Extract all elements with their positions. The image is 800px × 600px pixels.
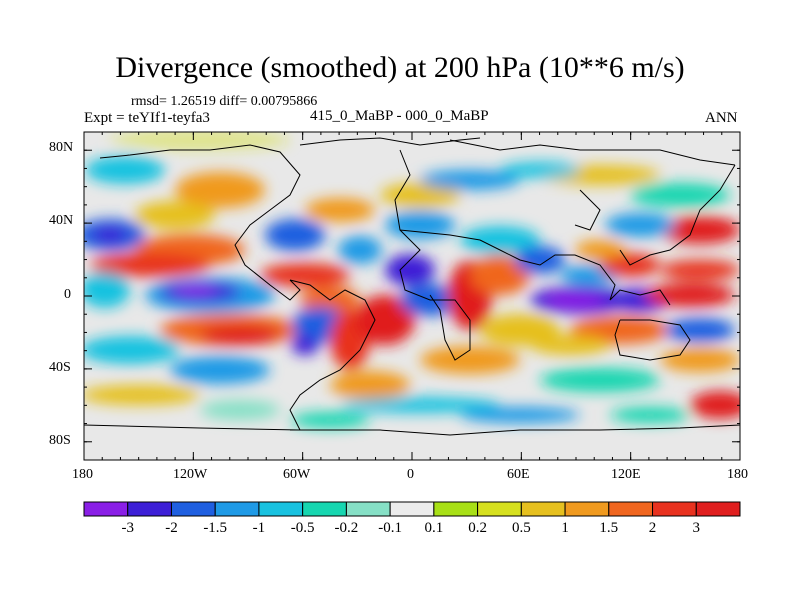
colorbar-label: 0.5 <box>511 520 531 536</box>
lon-label-60E: 60E <box>507 467 530 482</box>
colorbar-label: 0.2 <box>468 520 487 536</box>
experiment-label: Expt = teYIf1-teyfa3 <box>84 110 210 126</box>
lat-label-0: 0 <box>64 287 71 302</box>
colorbar-label: -1.5 <box>203 520 228 536</box>
lon-label-0: 0 <box>407 467 414 482</box>
colorbar-label: -0.1 <box>378 520 402 536</box>
rmsd-diff-stats: rmsd= 1.26519 diff= 0.00795866 <box>131 94 318 109</box>
lat-label-40N: 40N <box>49 213 74 228</box>
colorbar-swatch <box>433 501 479 517</box>
divergence-field <box>84 132 740 460</box>
colorbar-swatch <box>302 501 347 517</box>
lon-label-180e: 180 <box>727 467 748 482</box>
lon-label-120W: 120W <box>173 467 208 482</box>
axis-ticks <box>83 131 741 461</box>
colorbar-swatch <box>214 501 260 517</box>
colorbar-label: -2 <box>165 520 178 536</box>
colorbar-label: 3 <box>692 520 701 536</box>
colorbar-swatch <box>170 501 216 517</box>
colorbar-swatch <box>520 501 566 517</box>
colorbar-swatch <box>83 501 129 517</box>
lon-label-180w: 180 <box>72 467 93 482</box>
colorbar-label: 1.5 <box>599 520 619 536</box>
lon-label-60W: 60W <box>283 467 311 482</box>
colorbar-swatch <box>127 501 172 517</box>
colorbar-label: 1 <box>561 520 569 536</box>
lon-label-120E: 120E <box>611 467 641 482</box>
season-label: ANN <box>705 110 738 126</box>
colorbar <box>83 501 741 517</box>
colorbar-swatch <box>695 501 741 517</box>
colorbar-label: -0.5 <box>290 520 315 536</box>
colorbar-swatch <box>652 501 697 517</box>
colorbar-swatch <box>389 501 435 517</box>
colorbar-label: 2 <box>648 520 657 536</box>
colorbar-swatch <box>345 501 391 517</box>
coastline-outlines <box>84 137 740 436</box>
colorbar-label: 0.1 <box>424 520 444 536</box>
colorbar-swatch <box>608 501 654 517</box>
colorbar-swatch <box>477 501 522 517</box>
colorbar-label: -0.2 <box>334 520 359 536</box>
lat-label-40S: 40S <box>49 360 71 375</box>
colorbar-swatch <box>258 501 304 517</box>
lat-label-80N: 80N <box>49 140 74 155</box>
colorbar-label: -1 <box>252 520 266 536</box>
comparison-label: 415_0_MaBP - 000_0_MaBP <box>310 108 489 124</box>
colorbar-label: -3 <box>121 520 134 536</box>
plot-title: Divergence (smoothed) at 200 hPa (10**6 … <box>115 51 685 84</box>
lat-label-80S: 80S <box>49 433 71 448</box>
colorbar-swatch <box>564 501 610 517</box>
